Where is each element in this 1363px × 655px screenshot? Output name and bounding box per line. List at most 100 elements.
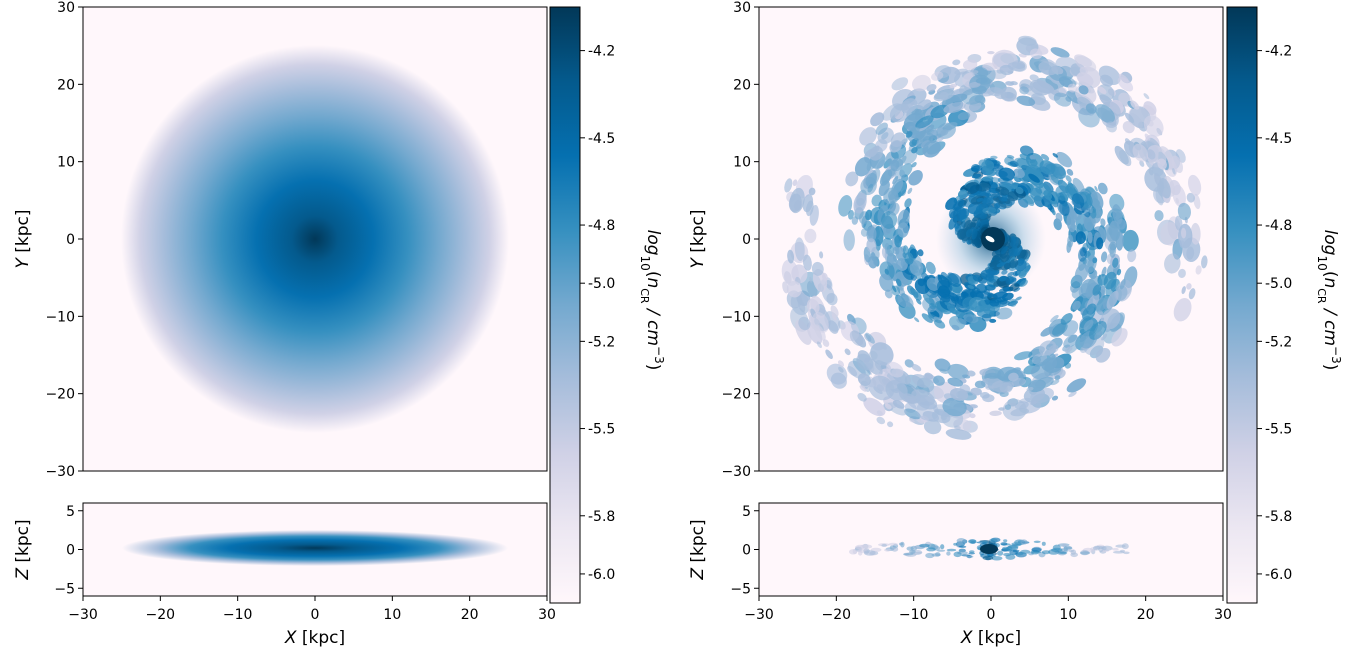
spiral-clump	[1050, 314, 1059, 323]
spiral-clump	[811, 261, 824, 276]
spiral-clump	[1118, 73, 1129, 83]
y-tick-label: 10	[57, 155, 75, 171]
colorbar-label-part: 10	[1315, 256, 1329, 271]
edge-clump	[991, 556, 1003, 561]
spiral-clump	[1060, 313, 1073, 325]
spiral-clump	[1083, 319, 1094, 331]
x-tick-label: 30	[538, 607, 556, 623]
edge-clump	[969, 550, 975, 554]
spiral-clump	[1049, 353, 1056, 360]
spiral-clump	[848, 209, 854, 220]
spiral-clump	[981, 313, 992, 322]
spiral-clump	[998, 167, 1016, 181]
colorbar-tick-label: -5.5	[1265, 422, 1292, 438]
spiral-clump	[882, 103, 903, 121]
spiral-clump	[949, 83, 958, 89]
spiral-clump	[1106, 121, 1117, 133]
spiral-clump	[917, 278, 925, 287]
edge-clump	[1020, 549, 1031, 554]
spiral-clump	[986, 87, 1004, 97]
spiral-clump	[896, 278, 902, 287]
spiral-clump	[1092, 257, 1098, 264]
spiral-clump	[1066, 168, 1074, 176]
spiral-clump	[1041, 153, 1050, 161]
spiral-clump	[1030, 187, 1044, 202]
spiral-clump	[1106, 290, 1119, 310]
spiral-clump	[1045, 201, 1051, 209]
left-edge-on-disk	[122, 530, 508, 566]
spiral-clump	[1177, 202, 1191, 221]
spiral-clump	[1094, 185, 1098, 192]
spiral-clump	[1064, 346, 1073, 353]
spiral-clump	[794, 237, 805, 262]
z-tick-label: −5	[730, 581, 751, 597]
edge-on-xlabel-var: X	[960, 628, 973, 648]
x-tick-label: 20	[461, 607, 479, 623]
spiral-clump	[889, 202, 900, 216]
spiral-clump	[889, 140, 902, 153]
colorbar-label-part: (	[1320, 271, 1340, 278]
spiral-clump	[1026, 387, 1034, 392]
colorbar-tick-label: -5.2	[1265, 334, 1292, 350]
spiral-clump	[956, 318, 967, 325]
x-tick-label: −20	[146, 607, 176, 623]
spiral-clump	[1008, 372, 1019, 382]
spiral-clump	[1157, 158, 1167, 170]
edge-clump	[1063, 545, 1073, 550]
edge-clump	[1080, 551, 1091, 555]
spiral-clump	[1038, 61, 1058, 76]
spiral-clump	[931, 71, 944, 81]
spiral-clump	[1190, 222, 1201, 245]
edge-clump	[1048, 549, 1060, 555]
spiral-clump	[991, 379, 1015, 393]
spiral-clump	[784, 178, 793, 193]
colorbar-label-part: CR	[639, 288, 652, 304]
spiral-clump	[1053, 92, 1072, 107]
spiral-clump	[954, 68, 968, 75]
spiral-clump	[802, 254, 812, 271]
colorbar-label-part: log	[643, 230, 663, 256]
z-tick-label: 0	[742, 543, 751, 559]
spiral-clump	[826, 292, 838, 306]
spiral-clump	[809, 276, 813, 283]
spiral-clump	[1101, 251, 1108, 263]
spiral-clump	[905, 131, 913, 138]
colorbar-label-part: n	[1320, 277, 1340, 288]
colorbar-label-part: )	[643, 364, 663, 371]
spiral-clump	[1181, 286, 1186, 295]
edge-core	[980, 544, 998, 554]
spiral-clump	[838, 194, 853, 217]
spiral-clump	[1015, 296, 1022, 301]
x-tick-label: −30	[744, 607, 774, 623]
edge-on-ylabel-unit: [kpc]	[13, 519, 33, 568]
y-tick-label: 30	[57, 0, 75, 16]
spiral-clump	[1096, 237, 1104, 250]
y-tick-label: 0	[66, 232, 75, 248]
spiral-clump	[936, 136, 945, 142]
spiral-clump	[1132, 143, 1149, 162]
spiral-clump	[1144, 133, 1151, 141]
edge-on-xlabel-unit: [kpc]	[297, 628, 346, 648]
face-on-ylabel: Y [kpc]	[13, 209, 33, 268]
right-colorbar	[1226, 6, 1258, 604]
spiral-clump	[1106, 225, 1119, 244]
edge-on-xlabel-unit: [kpc]	[973, 628, 1022, 648]
spiral-clump	[914, 317, 920, 323]
spiral-clump	[978, 159, 987, 167]
spiral-clump	[1029, 155, 1036, 161]
spiral-clump	[929, 303, 936, 310]
spiral-clump	[1009, 300, 1017, 307]
spiral-clump	[911, 147, 918, 154]
spiral-clump	[1117, 77, 1134, 92]
edge-clump	[1052, 544, 1061, 551]
spiral-clump	[1065, 175, 1072, 183]
spiral-clump	[894, 169, 906, 181]
spiral-clump	[865, 209, 873, 221]
spiral-clump	[1109, 243, 1117, 258]
y-tick-label: −30	[721, 464, 751, 480]
edge-clump	[1003, 552, 1011, 557]
spiral-clump	[1174, 215, 1183, 231]
spiral-clump	[1186, 192, 1195, 203]
spiral-clump	[1014, 351, 1033, 361]
edge-clump	[935, 552, 941, 557]
